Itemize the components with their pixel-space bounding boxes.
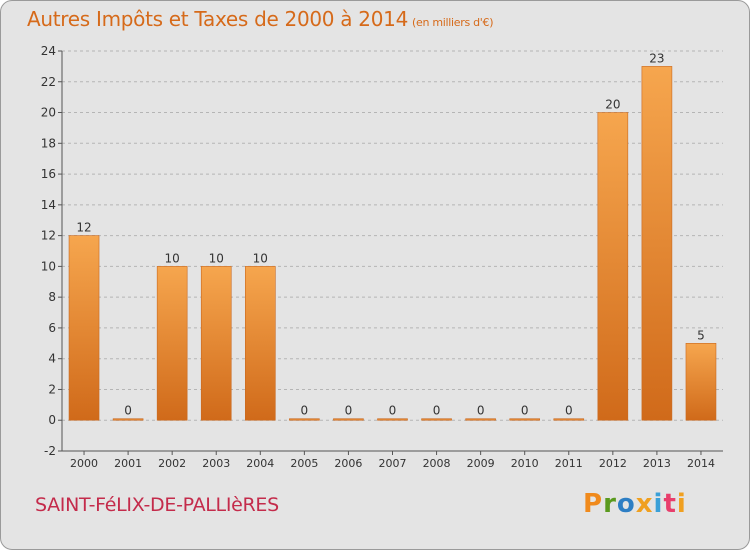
- x-tick-label: 2001: [114, 457, 142, 470]
- x-tick-label: 2004: [246, 457, 274, 470]
- data-label: 20: [605, 98, 620, 112]
- chart-title-text: Autres Impôts et Taxes de 2000 à 2014: [27, 7, 408, 31]
- y-tick-label: 16: [41, 167, 56, 181]
- bar: [421, 418, 452, 421]
- logo-letter: r: [603, 489, 617, 519]
- data-label: 0: [565, 404, 573, 418]
- data-label: 0: [521, 404, 529, 418]
- x-tick-label: 2000: [70, 457, 98, 470]
- y-tick-label: 2: [48, 382, 56, 396]
- y-tick-label: 0: [48, 413, 56, 427]
- x-tick-label: 2013: [643, 457, 671, 470]
- bar: [200, 266, 232, 421]
- x-tick-label: 2008: [423, 457, 451, 470]
- data-label: 0: [345, 404, 353, 418]
- x-tick-label: 2006: [334, 457, 362, 470]
- bar: [112, 418, 144, 421]
- bar: [245, 266, 276, 421]
- x-tick-label: 2014: [687, 457, 715, 470]
- data-label: 0: [389, 404, 397, 418]
- data-label: 0: [301, 404, 309, 418]
- bar: [685, 343, 717, 421]
- data-label: 0: [124, 404, 132, 418]
- logo-letter: o: [616, 489, 636, 519]
- data-label: 10: [209, 251, 224, 265]
- bar: [509, 418, 541, 421]
- bar: [465, 418, 496, 421]
- y-tick-label: 4: [48, 352, 56, 366]
- x-tick-label: 2009: [467, 457, 495, 470]
- y-tick-label: 24: [41, 44, 56, 58]
- bar: [156, 266, 188, 421]
- y-tick-label: 8: [48, 290, 56, 304]
- data-label: 0: [477, 404, 485, 418]
- y-tick-label: 12: [41, 229, 56, 243]
- data-label: 10: [165, 251, 180, 265]
- logo-letter: i: [653, 489, 664, 519]
- x-tick-label: 2010: [511, 457, 539, 470]
- x-tick-label: 2007: [379, 457, 407, 470]
- logo-letter: x: [635, 489, 654, 519]
- bar: [68, 235, 100, 421]
- bar: [289, 418, 320, 421]
- y-tick-label: 10: [41, 259, 56, 273]
- y-tick-label: 14: [41, 198, 56, 212]
- commune-name: SAINT-FéLIX-DE-PALLIèRES: [35, 494, 279, 516]
- x-tick-label: 2003: [202, 457, 230, 470]
- x-tick-label: 2012: [599, 457, 627, 470]
- bar: [377, 418, 408, 421]
- x-tick-label: 2005: [290, 457, 318, 470]
- y-tick-label: -2: [44, 444, 56, 458]
- data-label: 10: [253, 251, 268, 265]
- y-tick-label: 18: [41, 136, 56, 150]
- x-tick-label: 2011: [555, 457, 583, 470]
- logo-letter: i: [676, 489, 687, 519]
- logo-letter: P: [583, 489, 604, 519]
- x-tick-label: 2002: [158, 457, 186, 470]
- data-label: 5: [697, 328, 705, 342]
- chart-title: Autres Impôts et Taxes de 2000 à 2014 (en…: [27, 7, 493, 31]
- y-tick-label: 6: [48, 321, 56, 335]
- data-label: 12: [76, 221, 91, 235]
- data-label: 23: [649, 51, 664, 65]
- bar: [597, 112, 629, 421]
- bar: [553, 418, 585, 421]
- y-tick-label: 20: [41, 106, 56, 120]
- data-label: 0: [433, 404, 441, 418]
- bar: [333, 418, 364, 421]
- proxiti-logo: Proxiti: [583, 489, 687, 519]
- y-tick-label: 22: [41, 75, 56, 89]
- bars: 12 0 10 10 10 0 0 0 0 0 0 0 20 23 5: [68, 51, 717, 421]
- logo-letter: t: [663, 489, 677, 519]
- chart-unit: (en milliers d'€): [412, 16, 494, 29]
- bar: [641, 66, 673, 421]
